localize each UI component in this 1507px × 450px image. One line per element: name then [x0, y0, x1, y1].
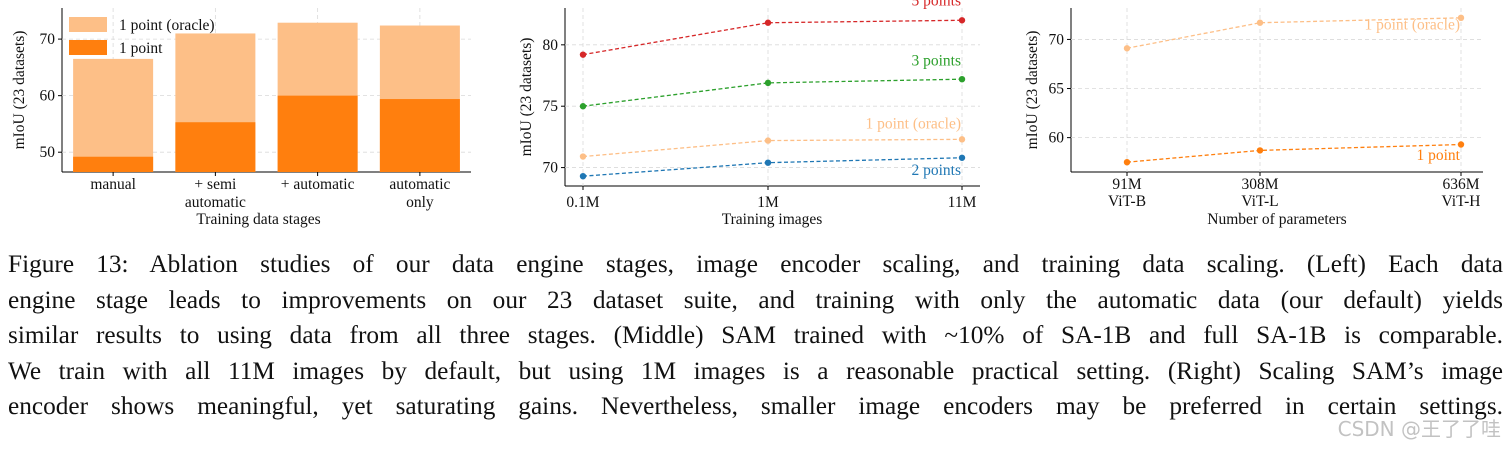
data-point [764, 159, 772, 166]
data-point [958, 76, 966, 83]
x-tick-label: 0.1M [566, 194, 599, 211]
caption-line: Figure 13: Ablation studies of our data … [8, 250, 1503, 278]
data-point [579, 172, 587, 180]
data-point [1123, 158, 1131, 166]
x-tick-sublabel: ViT-H [1442, 193, 1481, 210]
y-tick-label: 70 [40, 31, 56, 48]
legend-label: 1 point [119, 40, 163, 57]
x-tick-sublabel: ViT-B [1108, 193, 1146, 210]
x-tick-label: + automatic [281, 176, 355, 193]
bar [175, 122, 256, 172]
x-tick-label: manual [90, 176, 136, 193]
x-tick-label: + semi [194, 176, 237, 193]
y-tick-label: 80 [543, 37, 559, 54]
series-label: 1 point (oracle) [865, 115, 961, 132]
data-point [1457, 14, 1465, 22]
chart-panel-2: 70 75 80 mIoU (23 datasets) 0.1M 1M 11M Trainin… [518, 0, 980, 228]
y-axis-title: mIoU (23 datasets) [11, 31, 28, 150]
data-point [764, 19, 772, 26]
series-line [582, 19, 963, 56]
data-point [1457, 141, 1465, 148]
x-tick-label: automatic [389, 176, 450, 193]
series-label: 5 points [911, 0, 961, 10]
data-point [1256, 19, 1264, 26]
x-tick-label: 11M [948, 194, 977, 211]
y-tick-label: 70 [543, 160, 559, 177]
y-tick-label: 65 [1049, 81, 1065, 98]
caption-line: We train with all 11M images by default,… [8, 356, 1503, 385]
series-label: 1 point (oracle) [1364, 17, 1460, 34]
y-tick-label: 60 [40, 88, 56, 105]
data-point [579, 51, 587, 58]
x-tick-label: 308M [1241, 176, 1278, 193]
bar [73, 58, 154, 172]
figure-caption: Figure 13: Ablation studies of our data … [8, 247, 1503, 425]
data-point [1123, 45, 1131, 52]
x-tick-label: 1M [757, 194, 779, 211]
series-line [582, 138, 963, 158]
series-line [582, 157, 963, 177]
watermark: CSDN @王了了哇 [1337, 417, 1501, 441]
series-label: 3 points [911, 53, 961, 70]
bar [379, 99, 460, 172]
y-tick-label: 75 [543, 98, 559, 115]
x-axis-title: Training images [722, 211, 823, 228]
caption-line: similar results to using data from all t… [8, 321, 1503, 349]
data-point [958, 17, 966, 24]
bar [277, 95, 358, 172]
data-point [958, 154, 966, 161]
caption-line: engine stage leads to improvements on ou… [8, 285, 1503, 314]
legend-swatch [69, 40, 107, 55]
y-tick-label: 50 [40, 144, 56, 161]
caption-line: encoder shows meaningful, yet saturating… [8, 392, 1503, 420]
x-axis-title: Number of parameters [1207, 211, 1346, 228]
x-axis-title: Training data stages [196, 211, 320, 228]
data-point [579, 103, 587, 110]
x-tick-label: only [406, 194, 434, 211]
series-label: 2 points [911, 162, 961, 179]
y-axis-title: mIoU (23 datasets) [1024, 31, 1041, 150]
series-line [1126, 143, 1462, 163]
x-tick-label: 636M [1442, 176, 1479, 193]
legend-label: 1 point (oracle) [119, 17, 215, 34]
x-tick-label: automatic [185, 194, 246, 211]
data-point [764, 137, 772, 144]
series-label: 1 point [1417, 147, 1461, 164]
series-line [582, 78, 963, 107]
bar [73, 156, 154, 172]
x-tick-label: 91M [1112, 176, 1142, 193]
legend-swatch [69, 17, 107, 32]
data-point [579, 153, 587, 160]
y-axis-title: mIoU (23 datasets) [518, 38, 535, 157]
data-point [764, 79, 772, 87]
series-line [1126, 17, 1462, 49]
data-point [958, 136, 966, 143]
y-tick-label: 60 [1049, 130, 1065, 147]
data-point [1256, 147, 1264, 154]
y-tick-label: 70 [1049, 31, 1065, 48]
x-tick-sublabel: ViT-L [1241, 193, 1278, 210]
